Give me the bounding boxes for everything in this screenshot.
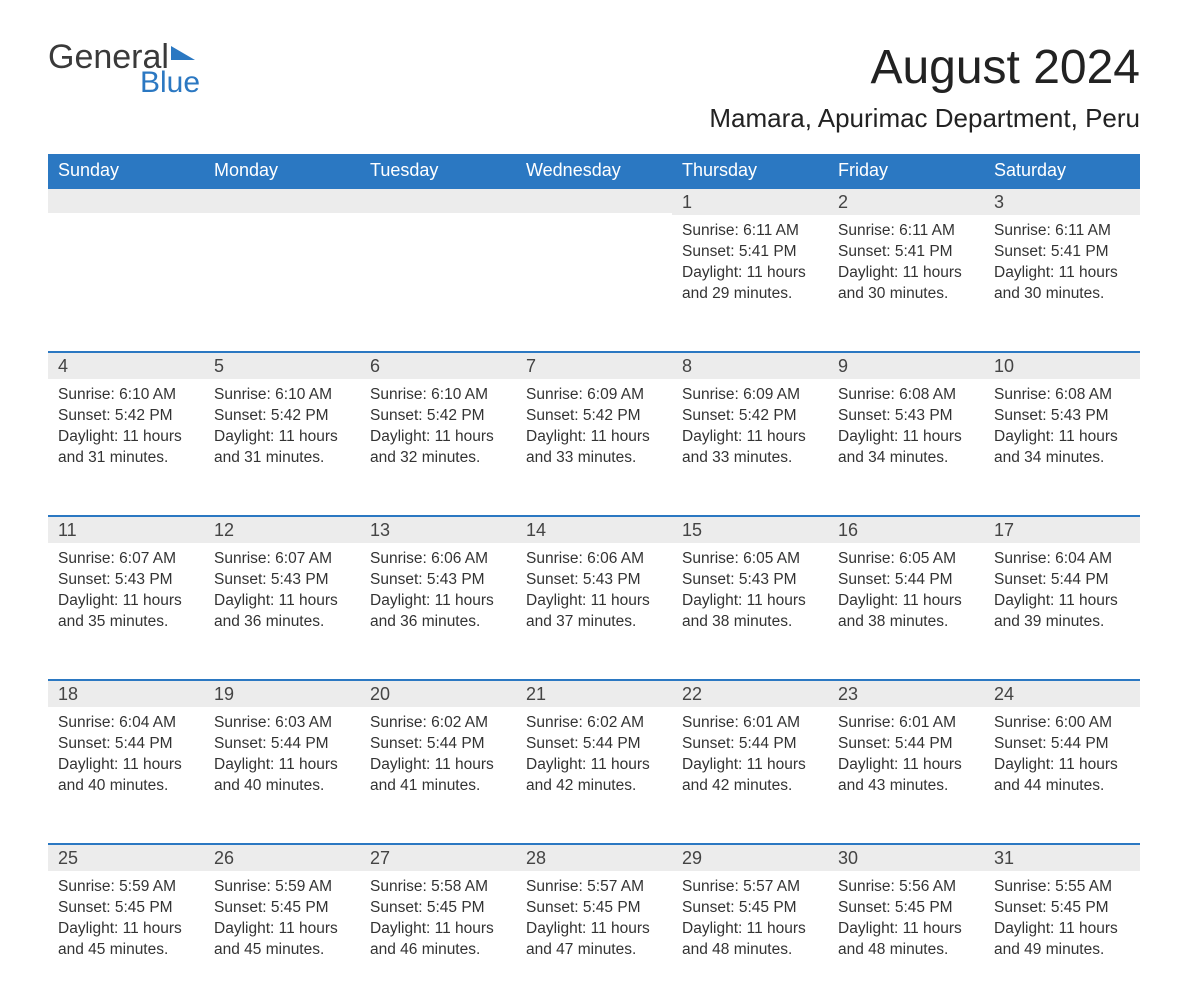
- brand-bottom-text: Blue: [140, 68, 200, 98]
- empty-day: [516, 187, 672, 213]
- month-title: August 2024: [709, 40, 1140, 95]
- day-number: 11: [48, 515, 204, 543]
- day-number: 13: [360, 515, 516, 543]
- day-number: 17: [984, 515, 1140, 543]
- day-number: 5: [204, 351, 360, 379]
- day-number: 10: [984, 351, 1140, 379]
- day-number: 26: [204, 843, 360, 871]
- title-block: August 2024 Mamara, Apurimac Department,…: [709, 40, 1140, 150]
- calendar-table: SundayMondayTuesdayWednesdayThursdayFrid…: [48, 154, 1140, 1007]
- weekday-header-row: SundayMondayTuesdayWednesdayThursdayFrid…: [48, 154, 1140, 187]
- day-number: 19: [204, 679, 360, 707]
- day-details: Sunrise: 6:09 AMSunset: 5:42 PMDaylight:…: [672, 379, 828, 473]
- day-details: Sunrise: 6:10 AMSunset: 5:42 PMDaylight:…: [48, 379, 204, 473]
- day-details: Sunrise: 6:01 AMSunset: 5:44 PMDaylight:…: [672, 707, 828, 801]
- day-number: 12: [204, 515, 360, 543]
- day-details: Sunrise: 6:07 AMSunset: 5:43 PMDaylight:…: [48, 543, 204, 637]
- day-details: Sunrise: 6:04 AMSunset: 5:44 PMDaylight:…: [48, 707, 204, 801]
- day-details: Sunrise: 6:11 AMSunset: 5:41 PMDaylight:…: [672, 215, 828, 309]
- day-number: 4: [48, 351, 204, 379]
- day-details: Sunrise: 6:09 AMSunset: 5:42 PMDaylight:…: [516, 379, 672, 473]
- weekday-header: Sunday: [48, 154, 204, 187]
- day-details: Sunrise: 6:00 AMSunset: 5:44 PMDaylight:…: [984, 707, 1140, 801]
- day-number: 8: [672, 351, 828, 379]
- header: General Blue August 2024 Mamara, Apurima…: [48, 40, 1140, 150]
- brand-logo: General Blue: [48, 40, 200, 98]
- day-details: Sunrise: 6:01 AMSunset: 5:44 PMDaylight:…: [828, 707, 984, 801]
- day-number: 9: [828, 351, 984, 379]
- day-number: 3: [984, 187, 1140, 215]
- location-subtitle: Mamara, Apurimac Department, Peru: [709, 103, 1140, 134]
- day-number: 22: [672, 679, 828, 707]
- day-number: 6: [360, 351, 516, 379]
- day-details: Sunrise: 6:03 AMSunset: 5:44 PMDaylight:…: [204, 707, 360, 801]
- day-number: 2: [828, 187, 984, 215]
- calendar-body: 123Sunrise: 6:11 AMSunset: 5:41 PMDaylig…: [48, 187, 1140, 1007]
- empty-day: [360, 187, 516, 213]
- day-details: Sunrise: 6:05 AMSunset: 5:43 PMDaylight:…: [672, 543, 828, 637]
- day-details: Sunrise: 6:04 AMSunset: 5:44 PMDaylight:…: [984, 543, 1140, 637]
- day-number: 15: [672, 515, 828, 543]
- day-details: Sunrise: 6:08 AMSunset: 5:43 PMDaylight:…: [828, 379, 984, 473]
- day-details: Sunrise: 6:06 AMSunset: 5:43 PMDaylight:…: [360, 543, 516, 637]
- day-details: Sunrise: 6:05 AMSunset: 5:44 PMDaylight:…: [828, 543, 984, 637]
- empty-day: [204, 187, 360, 213]
- weekday-header: Friday: [828, 154, 984, 187]
- day-number: 23: [828, 679, 984, 707]
- day-number: 27: [360, 843, 516, 871]
- day-number: 1: [672, 187, 828, 215]
- weekday-header: Thursday: [672, 154, 828, 187]
- day-number: 25: [48, 843, 204, 871]
- day-number: 29: [672, 843, 828, 871]
- day-details: Sunrise: 6:08 AMSunset: 5:43 PMDaylight:…: [984, 379, 1140, 473]
- day-details: Sunrise: 6:11 AMSunset: 5:41 PMDaylight:…: [984, 215, 1140, 309]
- weekday-header: Monday: [204, 154, 360, 187]
- day-details: Sunrise: 6:10 AMSunset: 5:42 PMDaylight:…: [204, 379, 360, 473]
- day-details: Sunrise: 6:02 AMSunset: 5:44 PMDaylight:…: [360, 707, 516, 801]
- day-number: 28: [516, 843, 672, 871]
- day-number: 18: [48, 679, 204, 707]
- day-number: 14: [516, 515, 672, 543]
- day-details: Sunrise: 6:06 AMSunset: 5:43 PMDaylight:…: [516, 543, 672, 637]
- brand-swoosh-icon: [171, 46, 195, 60]
- day-number: 31: [984, 843, 1140, 871]
- day-number: 20: [360, 679, 516, 707]
- weekday-header: Saturday: [984, 154, 1140, 187]
- day-details: Sunrise: 6:11 AMSunset: 5:41 PMDaylight:…: [828, 215, 984, 309]
- day-number: 30: [828, 843, 984, 871]
- day-details: Sunrise: 6:07 AMSunset: 5:43 PMDaylight:…: [204, 543, 360, 637]
- day-details: Sunrise: 6:02 AMSunset: 5:44 PMDaylight:…: [516, 707, 672, 801]
- day-number: 21: [516, 679, 672, 707]
- day-number: 24: [984, 679, 1140, 707]
- day-number: 7: [516, 351, 672, 379]
- empty-day: [48, 187, 204, 213]
- day-number: 16: [828, 515, 984, 543]
- weekday-header: Tuesday: [360, 154, 516, 187]
- day-details: Sunrise: 6:10 AMSunset: 5:42 PMDaylight:…: [360, 379, 516, 473]
- weekday-header: Wednesday: [516, 154, 672, 187]
